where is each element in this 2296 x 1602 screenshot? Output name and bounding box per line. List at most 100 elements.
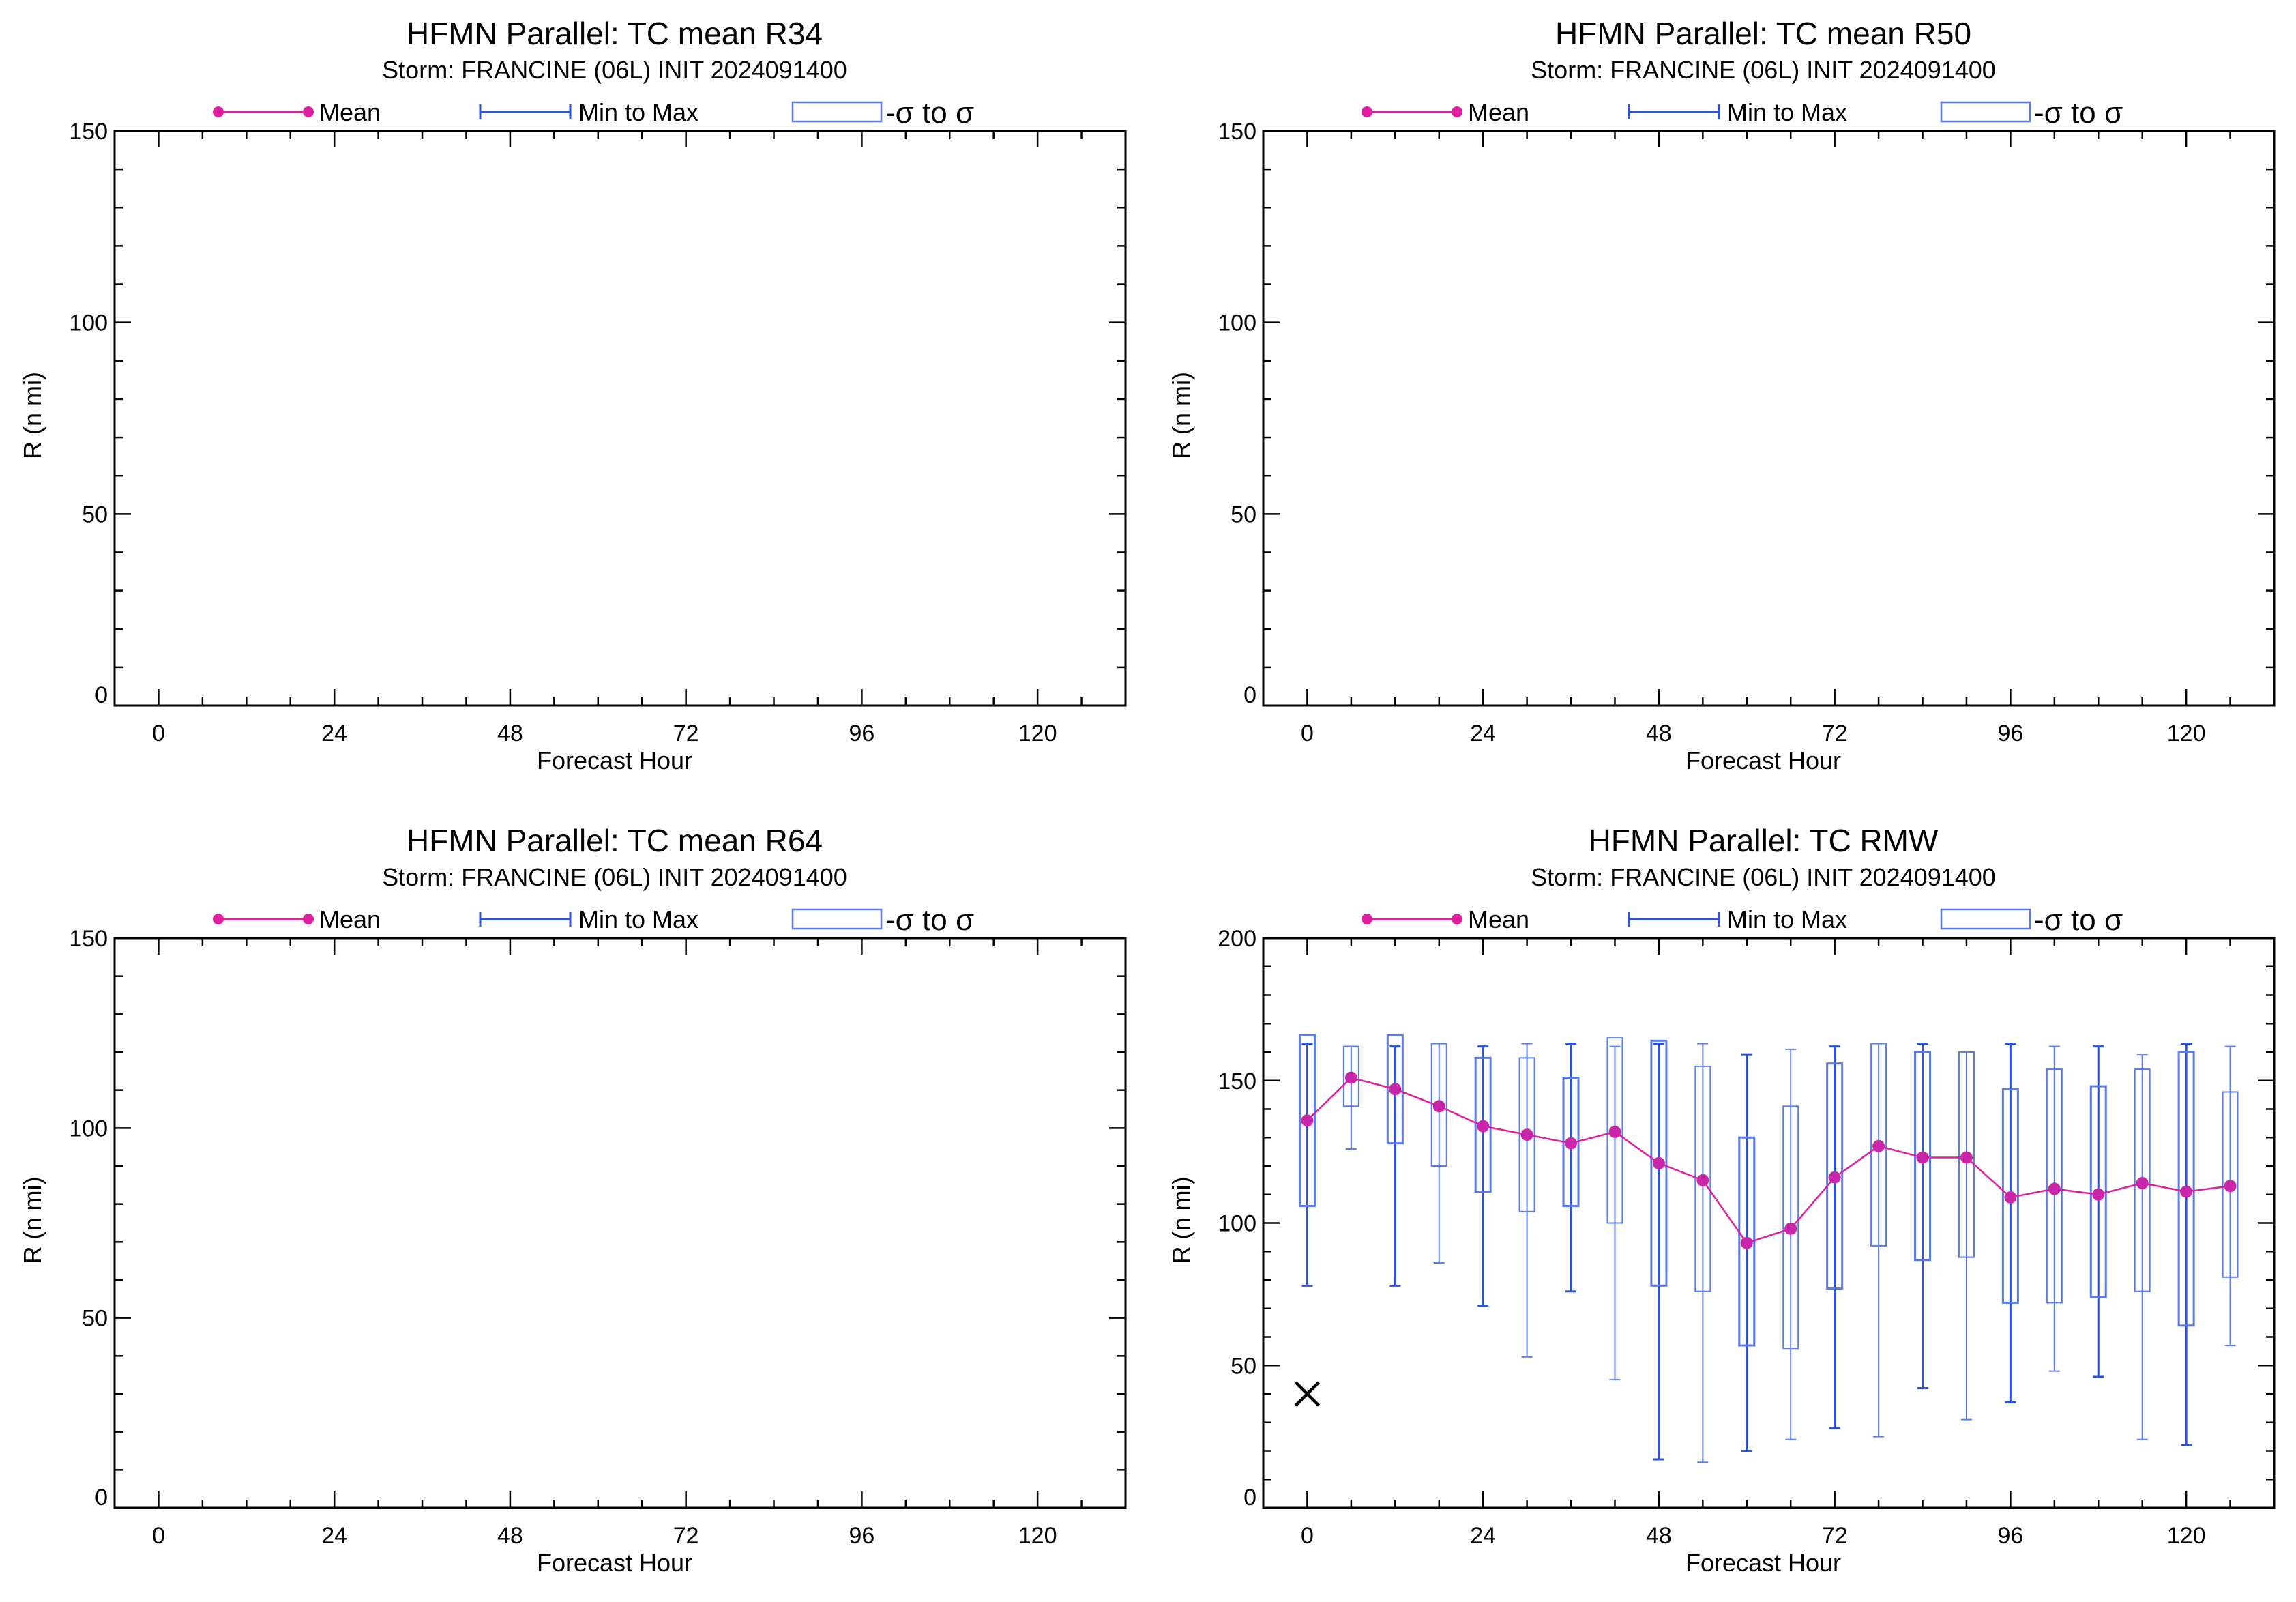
y-tick-label: 0	[95, 682, 108, 708]
y-tick-label: 100	[1218, 310, 1256, 336]
sigma-box	[1386, 1034, 1404, 1145]
y-axis-label: R (n mi)	[18, 1177, 46, 1264]
legend-mean-marker	[303, 914, 314, 924]
sigma-box	[1298, 1034, 1316, 1207]
mean-point	[2048, 1182, 2061, 1195]
legend-mean-marker	[1362, 914, 1372, 924]
legend-mean-marker	[1452, 106, 1462, 117]
sigma-box	[2222, 1091, 2239, 1278]
y-axis-label: R (n mi)	[1167, 1177, 1195, 1264]
x-tick-label: 72	[673, 720, 699, 746]
mean-point	[1301, 1114, 1314, 1127]
mean-point	[1432, 1100, 1445, 1113]
y-tick-label: 150	[69, 926, 108, 952]
sigma-box	[1606, 1037, 1623, 1224]
y-tick-label: 50	[82, 501, 108, 527]
mean-point	[1828, 1171, 1841, 1184]
sigma-box	[1430, 1043, 1447, 1167]
y-tick-label: 100	[69, 310, 108, 336]
x-tick-label: 0	[1301, 720, 1314, 746]
plot-data	[1294, 1034, 2239, 1463]
x-tick-label: 120	[2167, 720, 2206, 746]
x-tick-label: 72	[1822, 720, 1848, 746]
legend-mean-label: Mean	[319, 905, 381, 933]
y-axis-label: R (n mi)	[18, 372, 46, 459]
sigma-box	[1474, 1056, 1492, 1193]
x-tick-label: 48	[1646, 1523, 1672, 1549]
x-tick-label: 120	[2167, 1523, 2206, 1549]
legend-mean-marker	[1362, 106, 1372, 117]
mean-point	[1652, 1156, 1665, 1169]
x-axis: 0 24 48 72 96 120 Forecast Hour	[152, 131, 1083, 774]
sigma-box	[1342, 1045, 1359, 1107]
y-tick-label: 150	[1218, 1068, 1256, 1094]
x-tick-label: 48	[497, 720, 523, 746]
x-marker	[1294, 1381, 1321, 1407]
x-tick-label: 24	[1470, 1523, 1496, 1549]
x-tick-label: 48	[497, 1523, 523, 1549]
x-tick-label: 24	[321, 1523, 347, 1549]
mean-line	[1306, 1077, 2231, 1244]
legend-mean-label: Mean	[319, 98, 381, 126]
legend-mean-marker	[303, 106, 314, 117]
chart-subtitle: Storm: FRANCINE (06L) INIT 2024091400	[1531, 56, 1996, 84]
legend-mean-marker	[213, 914, 224, 924]
mean-point	[1565, 1137, 1578, 1150]
x-tick-label: 96	[849, 1523, 874, 1549]
legend-mean-marker	[213, 106, 224, 117]
legend-range-label: Min to Max	[578, 905, 698, 933]
legend-mean-label: Mean	[1468, 905, 1529, 933]
y-tick-label: 100	[1218, 1211, 1256, 1237]
mean-point	[1608, 1125, 1621, 1138]
x-axis: 0 24 48 72 96 120 Forecast Hour	[1301, 131, 2231, 774]
chart-legend: Mean Min to Max -σ to σ	[1362, 96, 2123, 130]
y-tick-label: 50	[82, 1306, 108, 1332]
y-axis-label: R (n mi)	[1167, 372, 1195, 459]
sigma-box	[1694, 1065, 1711, 1292]
chart-title: HFMN Parallel: TC mean R64	[407, 823, 823, 858]
mean-point	[1784, 1222, 1797, 1235]
chart-subtitle: Storm: FRANCINE (06L) INIT 2024091400	[1531, 863, 1996, 891]
mean-point	[2136, 1177, 2149, 1190]
chart-panel-1: HFMN Parallel: TC mean R34 Storm: FRANCIN…	[18, 16, 1127, 774]
x-tick-label: 0	[1301, 1523, 1314, 1549]
mean-point	[1740, 1236, 1753, 1249]
sigma-box	[2089, 1085, 2107, 1298]
y-tick-label: 0	[95, 1485, 108, 1511]
chart-panel-4: HFMN Parallel: TC RMW Storm: FRANCINE (06…	[1167, 823, 2276, 1577]
chart-subtitle: Storm: FRANCINE (06L) INIT 2024091400	[382, 863, 847, 891]
y-tick-label: 0	[1243, 682, 1256, 708]
y-tick-label: 200	[1218, 926, 1256, 952]
y-axis: 0 50 100 150 R (n mi)	[18, 926, 1125, 1511]
x-axis-label: Forecast Hour	[537, 1549, 692, 1577]
x-tick-label: 96	[849, 720, 874, 746]
x-axis: 0 24 48 72 96 120 Forecast Hour	[152, 938, 1083, 1577]
sigma-box	[2046, 1068, 2063, 1304]
chart-title: HFMN Parallel: TC mean R50	[1555, 16, 1971, 51]
legend-sigma-label: -σ to σ	[2034, 903, 2123, 937]
legend-range-label: Min to Max	[1727, 905, 1847, 933]
chart-panel-2: HFMN Parallel: TC mean R50 Storm: FRANCIN…	[1167, 16, 2276, 774]
mean-point	[1916, 1151, 1929, 1164]
x-tick-label: 24	[1470, 720, 1496, 746]
mean-point	[2180, 1185, 2193, 1198]
sigma-box	[1826, 1062, 1844, 1290]
x-tick-label: 96	[1997, 1523, 2023, 1549]
sigma-box	[1518, 1057, 1535, 1212]
mean-point	[1872, 1139, 1885, 1152]
mean-point	[2224, 1180, 2237, 1193]
y-axis: 0 50 100 150 200 R (n mi)	[1167, 926, 2274, 1511]
x-tick-label: 120	[1018, 1523, 1057, 1549]
x-tick-label: 96	[1997, 720, 2023, 746]
mean-point	[1477, 1120, 1490, 1133]
chart-title: HFMN Parallel: TC mean R34	[407, 16, 823, 51]
y-axis: 0 50 100 150 R (n mi)	[1167, 119, 2274, 708]
chart-title: HFMN Parallel: TC RMW	[1589, 823, 1939, 858]
sigma-box	[1870, 1043, 1887, 1247]
legend-sigma-label: -σ to σ	[885, 903, 974, 937]
y-axis: 0 50 100 150 R (n mi)	[18, 119, 1125, 708]
legend-sigma-box	[1940, 101, 2031, 123]
x-axis-label: Forecast Hour	[537, 746, 692, 774]
